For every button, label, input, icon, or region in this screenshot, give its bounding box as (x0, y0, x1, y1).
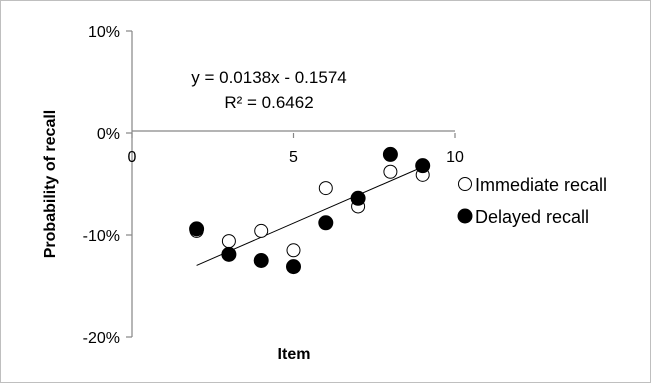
trendline-equation: y = 0.0138x - 0.1574 (191, 68, 346, 87)
delayed-recall-point (318, 215, 334, 231)
immediate-recall-point (318, 181, 333, 196)
delayed-recall-point (286, 259, 301, 275)
delayed-recall-point (382, 146, 398, 162)
x-tick-label: 5 (289, 149, 298, 166)
y-tick-label: -10% (83, 228, 120, 245)
legend-label-delayed: Delayed recall (475, 207, 589, 227)
legend-marker-immediate (458, 177, 472, 191)
legend: Immediate recall Delayed recall (457, 175, 607, 227)
delayed-recall-point (189, 221, 205, 237)
points-layer (189, 146, 431, 275)
y-tick-label: 0% (97, 126, 120, 143)
x-tick-label: 0 (128, 149, 137, 166)
delayed-recall-point (350, 190, 366, 206)
legend-marker-delayed (457, 208, 473, 224)
trendline-r-squared: R² = 0.6462 (224, 93, 313, 112)
x-axis-title: Item (278, 346, 311, 363)
y-tick-label: -20% (83, 330, 120, 347)
trendline-layer (196, 166, 423, 266)
x-tick-label: 10 (446, 149, 464, 166)
y-tick-label: 10% (88, 24, 120, 41)
ticks-layer: 10% 0% -10% -20% 0 5 10 (83, 24, 464, 347)
delayed-recall-point (415, 158, 431, 174)
y-axis-title: Probability of recall (42, 110, 59, 258)
immediate-recall-point (254, 223, 269, 238)
immediate-recall-point (286, 243, 301, 258)
legend-label-immediate: Immediate recall (475, 175, 607, 195)
delayed-recall-point (221, 246, 237, 262)
immediate-recall-point (383, 164, 398, 179)
trendline (196, 166, 423, 266)
immediate-recall-point (221, 234, 236, 249)
delayed-recall-point (253, 253, 269, 268)
